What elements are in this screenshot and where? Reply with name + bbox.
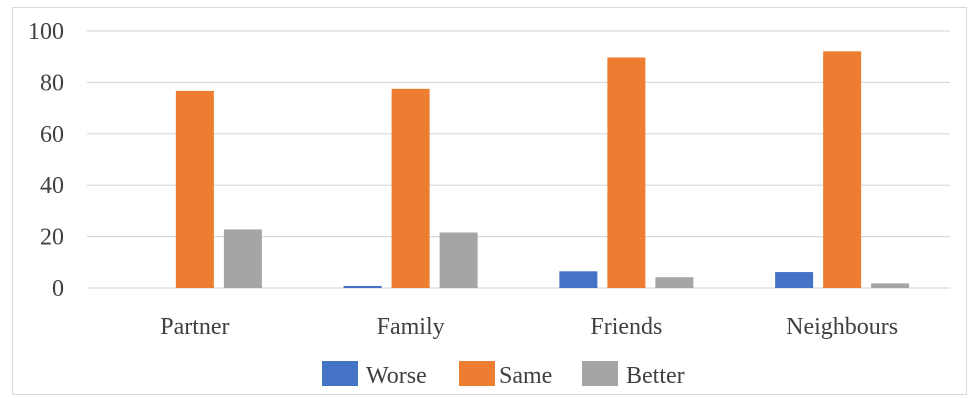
y-tick-label: 20: [40, 225, 64, 251]
bar-better-friends: [655, 277, 694, 288]
bar-same-partner: [175, 90, 214, 288]
x-category-label: Family: [377, 314, 445, 340]
legend-label-worse: Worse: [366, 363, 427, 389]
gridlines: [87, 30, 950, 289]
legend-swatch-better: [582, 361, 618, 386]
bar-same-family: [391, 88, 430, 288]
bar-worse-friends: [559, 271, 598, 288]
y-tick-label: 0: [52, 276, 64, 302]
bars: [175, 51, 910, 288]
bar-better-partner: [223, 229, 262, 288]
y-tick-label: 40: [40, 173, 64, 199]
bar-same-friends: [607, 57, 646, 288]
legend-label-same: Same: [499, 363, 552, 389]
chart-frame: [12, 7, 967, 395]
y-tick-label: 100: [28, 19, 64, 45]
bar-worse-neighbours: [775, 272, 814, 288]
bar-better-family: [439, 232, 478, 288]
legend-swatch-same: [459, 361, 495, 386]
legend-label-better: Better: [626, 363, 685, 389]
x-category-label: Partner: [160, 314, 229, 340]
legend-swatch-worse: [322, 361, 358, 386]
bar-better-neighbours: [871, 283, 910, 288]
y-tick-label: 80: [40, 70, 64, 96]
legend: Worse Same Better: [322, 361, 685, 389]
bar-worse-family: [343, 285, 382, 288]
x-axis-category-labels: Partner Family Friends Neighbours: [160, 314, 898, 340]
y-tick-label: 60: [40, 122, 64, 148]
x-category-label: Neighbours: [786, 314, 898, 340]
y-axis-tick-labels: 0 20 40 60 80 100: [28, 19, 64, 302]
bar-same-neighbours: [823, 51, 862, 288]
x-category-label: Friends: [590, 314, 662, 340]
